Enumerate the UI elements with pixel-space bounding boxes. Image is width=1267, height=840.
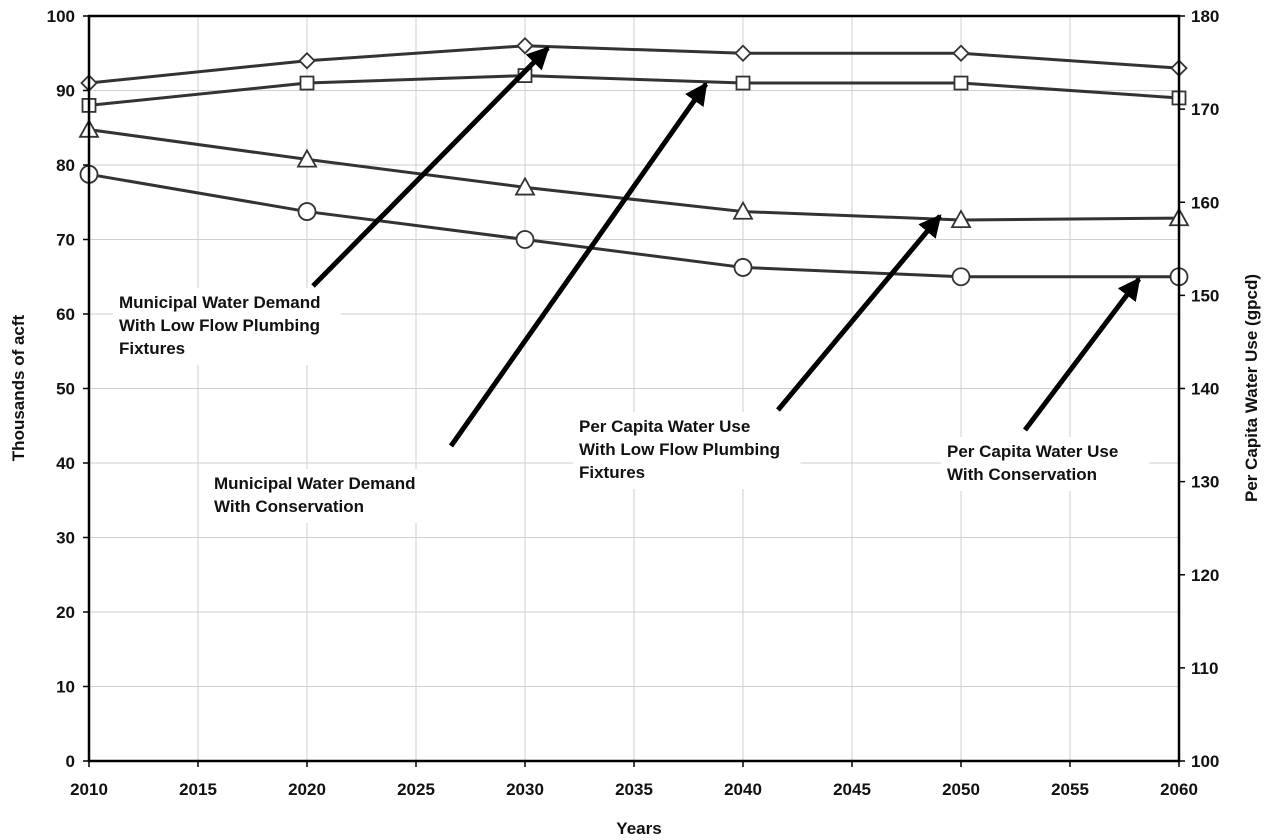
- y-right-tick-label: 180: [1191, 7, 1219, 26]
- y-left-tick-label: 50: [56, 380, 75, 399]
- annotation-label-line: With Low Flow Plumbing: [119, 316, 320, 335]
- series-line-3: [88, 128, 1180, 222]
- x-tick-label: 2055: [1051, 780, 1089, 799]
- triangle-marker: [514, 176, 536, 196]
- annotation-bg: [208, 469, 436, 523]
- plot-frame: [87, 14, 1181, 763]
- y-right-tick-label: 140: [1191, 380, 1219, 399]
- circle-marker: [733, 258, 753, 277]
- diamond-marker: [734, 44, 752, 63]
- x-tick-label: 2025: [397, 780, 435, 799]
- y-left-tick-label: 60: [56, 305, 75, 324]
- y-left-tick-label: 10: [56, 678, 75, 697]
- x-tick-label: 2020: [288, 780, 326, 799]
- y-left-tick-label: 0: [66, 752, 75, 771]
- x-axis-title: Years: [616, 819, 661, 838]
- axes: [83, 14, 1185, 767]
- y-right-tick-label: 170: [1191, 100, 1219, 119]
- annotation-arrow: [1023, 277, 1141, 432]
- circle-marker: [515, 230, 535, 249]
- x-tick-label: 2050: [942, 780, 980, 799]
- series-line-2: [88, 74, 1180, 107]
- y-right-tick-label: 100: [1191, 752, 1219, 771]
- y-left-tick-label: 20: [56, 603, 75, 622]
- annotation-bg: [941, 437, 1149, 491]
- annotation-label-line: With Conservation: [214, 497, 364, 516]
- annotation-label-line: Per Capita Water Use: [947, 442, 1118, 461]
- diamond-marker: [298, 51, 316, 70]
- annotation-bg: [113, 288, 341, 365]
- y-right-tick-label: 120: [1191, 566, 1219, 585]
- square-marker: [735, 75, 751, 91]
- square-marker: [953, 75, 969, 91]
- annotation-arrow: [776, 214, 942, 412]
- annotation-label-line: With Low Flow Plumbing: [579, 440, 780, 459]
- x-tick-label: 2040: [724, 780, 762, 799]
- circle-marker: [297, 202, 317, 221]
- annotation-arrow: [311, 46, 550, 288]
- annotation-label-line: Per Capita Water Use: [579, 417, 750, 436]
- annotation-label-line: Municipal Water Demand: [214, 474, 416, 493]
- annotation-arrows: [311, 46, 1141, 448]
- triangle-marker: [296, 148, 318, 168]
- x-tick-label: 2035: [615, 780, 653, 799]
- triangle-marker: [950, 209, 972, 229]
- annotation-arrow: [448, 82, 709, 448]
- x-tick-label: 2030: [506, 780, 544, 799]
- x-tick-label: 2010: [70, 780, 108, 799]
- y-left-tick-label: 80: [56, 156, 75, 175]
- series-line-1: [88, 44, 1180, 85]
- gridlines: [89, 16, 1179, 761]
- tick-labels: 2010 2015 2020 2025 2030 2035 2040 2045 2050 2055…: [47, 7, 1220, 799]
- annotation-bg: [573, 412, 801, 489]
- y-left-tick-label: 90: [56, 82, 75, 101]
- annotation-label-line: With Conservation: [947, 465, 1097, 484]
- y-left-tick-label: 40: [56, 454, 75, 473]
- series-lines: [88, 44, 1180, 279]
- y-left-tick-label: 100: [47, 7, 75, 26]
- annotation-label-line: Fixtures: [579, 463, 645, 482]
- y-right-tick-label: 160: [1191, 193, 1219, 212]
- annotation-label-line: Fixtures: [119, 339, 185, 358]
- diamond-marker: [516, 37, 534, 55]
- triangle-marker: [732, 200, 754, 220]
- series-line-4: [88, 172, 1179, 279]
- y-right-tick-label: 110: [1191, 659, 1218, 678]
- y-left-tick-label: 30: [56, 529, 75, 548]
- y-axis-left-title: Thousands of acft: [9, 314, 28, 461]
- x-tick-label: 2015: [179, 780, 217, 799]
- circle-marker: [951, 267, 971, 287]
- y-axis-right-title: Per Capita Water Use (gpcd): [1242, 274, 1261, 502]
- x-tick-label: 2060: [1160, 780, 1198, 799]
- diamond-marker: [952, 44, 970, 63]
- y-left-tick-label: 70: [56, 231, 75, 250]
- annotation-label-line: Municipal Water Demand: [119, 293, 321, 312]
- y-right-tick-label: 130: [1191, 473, 1219, 492]
- annotation-labels: Municipal Water Demand With Low Flow Plum…: [113, 288, 1149, 523]
- square-marker: [299, 75, 315, 91]
- x-tick-label: 2045: [833, 780, 871, 799]
- y-right-tick-label: 150: [1191, 286, 1219, 305]
